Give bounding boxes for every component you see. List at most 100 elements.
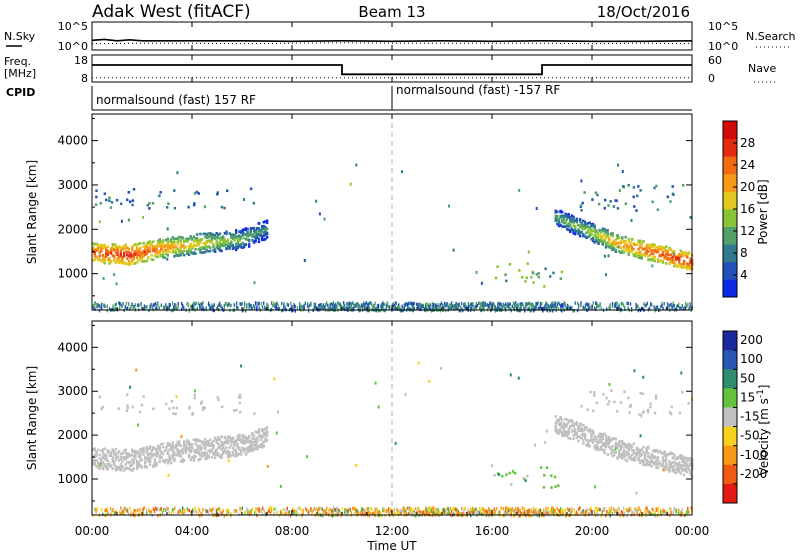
power-cell xyxy=(647,246,650,249)
power-cell xyxy=(479,301,481,306)
power-cell xyxy=(623,303,625,308)
velocity-cell xyxy=(170,447,173,451)
power-cell xyxy=(554,211,557,214)
power-cell xyxy=(98,244,101,248)
power-cell xyxy=(583,191,586,194)
velocity-cell xyxy=(668,470,671,473)
velocity-cell xyxy=(499,510,501,514)
power-cell xyxy=(665,262,668,265)
velocity-cell xyxy=(243,450,246,453)
velocity-cell xyxy=(152,465,155,468)
power-cell xyxy=(564,225,567,228)
velocity-cell xyxy=(106,507,108,511)
velocity-cell xyxy=(636,509,638,514)
power-cell xyxy=(220,236,223,239)
velocity-cell xyxy=(179,449,183,453)
velocity-cell xyxy=(562,425,565,429)
power-cell xyxy=(640,246,643,249)
velocity-cell xyxy=(167,507,169,511)
velocity-cell xyxy=(148,447,152,450)
velocity-cell xyxy=(657,510,660,515)
velocity-cell xyxy=(427,506,429,511)
power-cell xyxy=(127,247,131,251)
velocity-cell xyxy=(170,445,173,449)
velocity-cell xyxy=(481,512,483,516)
velocity-cell xyxy=(567,436,570,440)
power-cell xyxy=(246,303,248,307)
power-cell xyxy=(342,305,345,309)
power-cell xyxy=(262,224,265,228)
power-cell xyxy=(572,219,575,222)
power-cell xyxy=(95,189,98,192)
velocity-cell xyxy=(299,506,301,511)
velocity-cell xyxy=(204,451,207,454)
velocity-cell xyxy=(373,511,375,515)
power-cell xyxy=(174,250,178,254)
velocity-cell xyxy=(109,454,113,457)
velocity-cell xyxy=(238,393,242,397)
power-cell xyxy=(122,247,126,250)
power-cell xyxy=(554,209,557,213)
power-cell xyxy=(364,303,366,307)
power-cell xyxy=(132,188,136,191)
power-cell xyxy=(189,248,192,252)
velocity-cell xyxy=(137,423,140,427)
power-cell xyxy=(567,228,570,232)
power-cell xyxy=(655,250,658,254)
power-cell xyxy=(399,305,401,310)
velocity-cell xyxy=(648,512,651,516)
velocity-cell xyxy=(533,506,535,511)
velocity-cell xyxy=(562,424,565,427)
velocity-cell xyxy=(621,457,624,460)
velocity-cell xyxy=(131,469,134,472)
velocity-cell xyxy=(106,511,108,515)
velocity-cell xyxy=(173,453,176,457)
velocity-cell xyxy=(257,434,261,438)
power-cell xyxy=(389,306,391,310)
velocity-cell xyxy=(380,511,382,516)
velocity-cell xyxy=(233,448,236,451)
power-cell xyxy=(160,303,162,307)
power-cell xyxy=(215,239,218,243)
power-cell xyxy=(671,255,674,259)
velocity-cell xyxy=(135,509,138,513)
power-cell xyxy=(662,306,664,311)
power-cell xyxy=(626,301,628,306)
power-cell xyxy=(665,255,668,258)
velocity-cell xyxy=(113,511,115,515)
velocity-cell xyxy=(572,422,575,426)
power-cell xyxy=(502,302,504,307)
velocity-cell xyxy=(500,506,502,510)
power-cell xyxy=(161,239,165,242)
velocity-cell xyxy=(179,444,183,448)
power-cell xyxy=(303,259,306,262)
power-cell xyxy=(501,307,503,312)
power-cell xyxy=(647,258,650,262)
power-cell xyxy=(687,266,691,270)
power-cell xyxy=(241,308,243,313)
velocity-ytick-label: 2000 xyxy=(57,428,88,442)
power-cell xyxy=(355,303,357,307)
power-cell xyxy=(660,245,663,249)
power-cell xyxy=(368,301,371,306)
velocity-cell xyxy=(248,509,250,514)
velocity-cell xyxy=(106,467,109,471)
velocity-cell xyxy=(395,507,398,512)
velocity-cell xyxy=(652,449,655,453)
velocity-colorbar-tick-label: -100 xyxy=(740,448,767,462)
velocity-cell xyxy=(250,512,252,516)
velocity-cell xyxy=(555,512,557,516)
power-cell xyxy=(574,228,577,232)
power-cell xyxy=(264,220,267,223)
power-cell xyxy=(151,202,155,205)
power-cell xyxy=(120,302,122,307)
power-cell xyxy=(148,250,152,253)
power-cell xyxy=(342,301,345,305)
velocity-cell xyxy=(134,509,137,513)
power-cell xyxy=(155,255,158,259)
power-cell xyxy=(365,306,367,310)
velocity-cell xyxy=(222,442,225,445)
power-cell xyxy=(417,302,419,307)
power-cell xyxy=(614,250,617,253)
power-cell xyxy=(626,247,629,251)
